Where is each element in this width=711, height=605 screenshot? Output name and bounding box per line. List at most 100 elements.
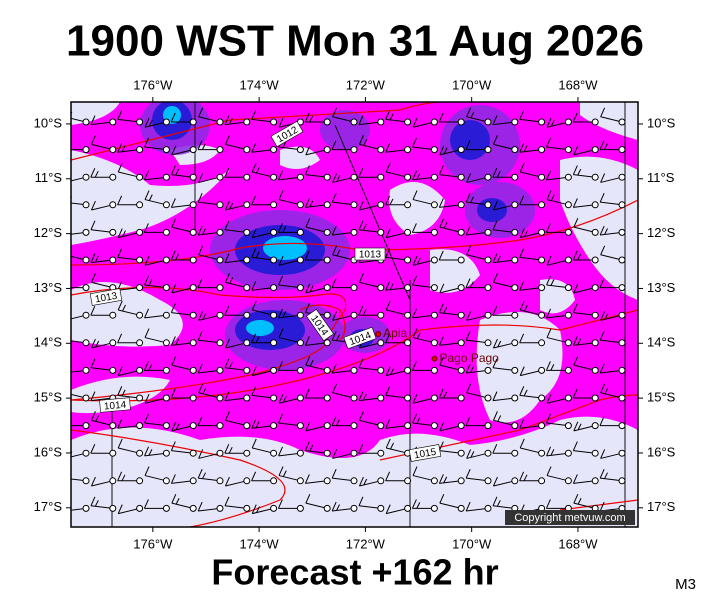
wind-barb — [144, 118, 170, 128]
barb-shaft — [359, 143, 381, 151]
wind-barb — [573, 283, 599, 294]
station — [296, 256, 304, 264]
lon-label: 168°W — [558, 536, 598, 551]
barb-feather — [170, 165, 176, 175]
barb-shaft — [90, 505, 113, 509]
wind-barb — [358, 167, 385, 181]
wind-barb — [385, 366, 412, 377]
wind-barb — [519, 162, 546, 181]
station — [591, 284, 599, 292]
wind-barb — [358, 115, 385, 126]
barb-shaft — [359, 204, 381, 211]
wind-barb — [519, 419, 546, 430]
station — [216, 311, 224, 319]
wind-barb — [519, 195, 546, 209]
station — [538, 284, 546, 292]
barb-feather — [202, 387, 207, 395]
wind-barb — [224, 476, 251, 487]
station — [457, 366, 465, 374]
wind-barb — [331, 192, 358, 209]
wind-barb — [331, 501, 358, 512]
wind-barb — [278, 256, 304, 266]
station — [189, 366, 197, 374]
station — [618, 146, 626, 154]
wind-barb — [197, 225, 224, 236]
wind-barb — [143, 499, 170, 512]
barb-feather — [438, 112, 444, 123]
station — [511, 422, 519, 430]
station — [162, 173, 170, 181]
barb-feather — [416, 417, 421, 424]
barb-shaft — [71, 176, 87, 182]
barb-feather — [278, 170, 284, 181]
station — [162, 311, 170, 319]
barb-feather — [546, 170, 552, 181]
barb-feather — [336, 334, 340, 341]
station — [216, 256, 224, 264]
barb-feather — [390, 442, 394, 450]
barb-shaft — [252, 369, 274, 377]
wind-barb — [358, 411, 385, 430]
wind-barb — [412, 394, 438, 404]
station — [457, 422, 465, 430]
barb-feather — [95, 340, 100, 348]
wind-barb — [438, 336, 465, 347]
wind-barb — [465, 140, 492, 154]
barb-shaft — [252, 309, 274, 316]
barb-shaft — [359, 342, 381, 349]
barb-shaft — [546, 176, 569, 181]
station — [404, 311, 412, 319]
station — [430, 228, 438, 236]
barb-feather — [144, 118, 150, 128]
isobar-label: 1013 — [354, 247, 386, 261]
graticule-labels: 176°W 176°W 174°W 174°W 172°W 172°W 170°W 170°W… — [34, 77, 676, 551]
wind-barb — [519, 228, 546, 239]
barb-feather — [251, 333, 257, 344]
barb-feather — [197, 192, 203, 203]
station — [404, 477, 412, 485]
barb-shaft — [386, 447, 408, 454]
wind-barb — [144, 328, 170, 347]
wind-barb — [385, 143, 412, 154]
station — [270, 504, 278, 512]
wind-barb — [170, 165, 197, 181]
barb-feather — [439, 493, 445, 504]
lat-label: 15°S — [34, 390, 63, 405]
barb-shaft — [492, 397, 515, 402]
barb-feather — [385, 386, 391, 396]
station — [591, 449, 599, 457]
wind-barb — [197, 416, 224, 430]
wind-barb — [305, 493, 331, 512]
barb-feather — [523, 145, 528, 152]
barb-feather — [332, 173, 338, 183]
wind-barb — [573, 493, 599, 512]
wind-barb — [573, 355, 599, 374]
station — [457, 118, 465, 126]
station — [511, 173, 519, 181]
barb-feather — [251, 419, 257, 429]
barb-shaft — [305, 480, 328, 484]
barb-feather — [304, 250, 310, 261]
station — [82, 118, 90, 126]
barb-feather — [416, 332, 421, 339]
wind-barb — [439, 217, 465, 236]
wind-barb — [224, 496, 251, 512]
wind-barb — [438, 165, 465, 181]
wind-barb — [546, 466, 572, 485]
station — [270, 228, 278, 236]
barb-shaft — [278, 199, 301, 206]
station — [377, 228, 385, 236]
station — [189, 311, 197, 319]
station — [136, 284, 144, 292]
wind-barb — [519, 110, 546, 126]
barb-feather — [305, 283, 311, 294]
barb-feather — [304, 336, 310, 346]
station — [350, 146, 358, 154]
barb-feather — [546, 137, 552, 148]
wind-barb — [546, 446, 572, 457]
wind-barb — [198, 245, 224, 264]
station — [377, 146, 385, 154]
barb-feather — [282, 311, 287, 318]
station — [538, 339, 546, 347]
barb-shaft — [198, 369, 221, 374]
